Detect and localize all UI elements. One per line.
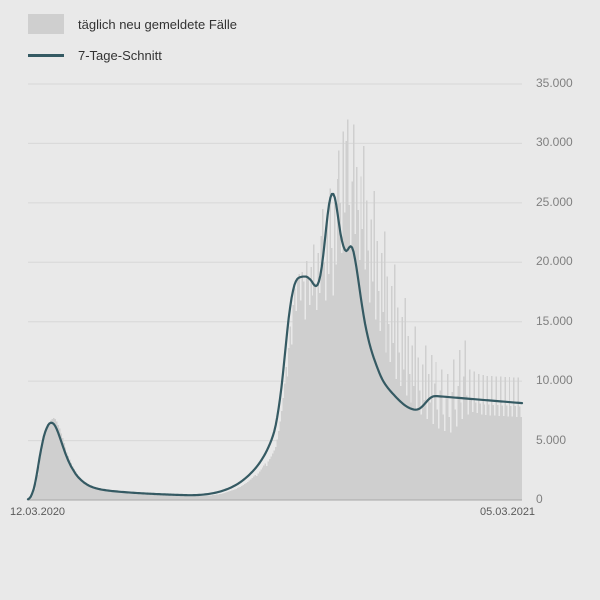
y-tick-label: 15.000	[536, 314, 573, 328]
chart-plot	[28, 84, 522, 500]
legend: täglich neu gemeldete Fälle 7-Tage-Schni…	[28, 14, 237, 63]
y-tick-label: 10.000	[536, 373, 573, 387]
chart-container: täglich neu gemeldete Fälle 7-Tage-Schni…	[0, 0, 600, 600]
legend-swatch-bars	[28, 14, 64, 34]
y-tick-label: 20.000	[536, 254, 573, 268]
legend-item-bars: täglich neu gemeldete Fälle	[28, 14, 237, 34]
y-tick-label: 0	[536, 492, 543, 506]
x-axis-min-label: 12.03.2020	[10, 506, 65, 518]
y-tick-label: 5.000	[536, 433, 566, 447]
legend-swatch-line	[28, 54, 64, 57]
y-tick-label: 35.000	[536, 76, 573, 90]
legend-label-line: 7-Tage-Schnitt	[78, 48, 162, 63]
y-tick-label: 30.000	[536, 135, 573, 149]
y-tick-label: 25.000	[536, 195, 573, 209]
x-axis-max-label: 05.03.2021	[480, 506, 535, 518]
legend-label-bars: täglich neu gemeldete Fälle	[78, 17, 237, 32]
legend-item-line: 7-Tage-Schnitt	[28, 48, 237, 63]
